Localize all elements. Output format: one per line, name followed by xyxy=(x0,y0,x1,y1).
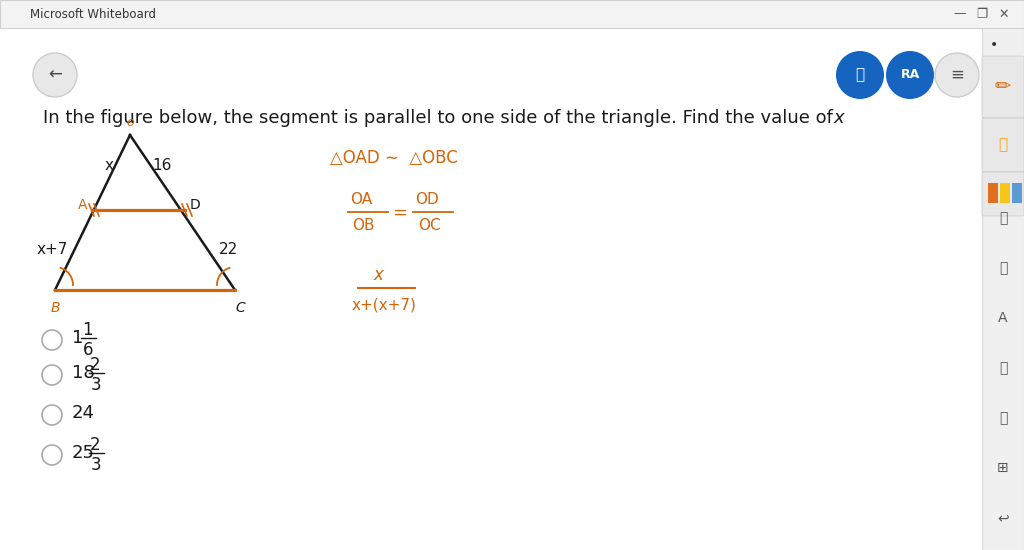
Text: =: = xyxy=(392,204,408,222)
Text: 25: 25 xyxy=(72,444,95,462)
Bar xyxy=(1012,183,1022,203)
Text: Microsoft Whiteboard: Microsoft Whiteboard xyxy=(30,8,156,20)
Circle shape xyxy=(935,53,979,97)
Text: ←: ← xyxy=(48,66,61,84)
Text: •: • xyxy=(990,38,998,52)
Text: 3: 3 xyxy=(91,376,101,394)
Circle shape xyxy=(886,51,934,99)
Text: 16: 16 xyxy=(153,157,172,173)
Text: x+7: x+7 xyxy=(36,243,68,257)
Bar xyxy=(1000,183,1010,203)
Text: 2: 2 xyxy=(90,436,100,454)
Text: 6: 6 xyxy=(83,341,93,359)
Text: 🔊: 🔊 xyxy=(998,138,1008,152)
Circle shape xyxy=(42,365,62,385)
Text: 🖼: 🖼 xyxy=(998,411,1008,425)
Text: In the figure below, the segment is parallel to one side of the triangle. Find t: In the figure below, the segment is para… xyxy=(43,109,839,127)
Text: OC: OC xyxy=(418,217,440,233)
Text: OA: OA xyxy=(350,192,372,207)
Text: ↩: ↩ xyxy=(997,511,1009,525)
Text: △OAD ∼  △OBC: △OAD ∼ △OBC xyxy=(330,149,458,167)
Text: ✕: ✕ xyxy=(998,8,1010,20)
Text: 3: 3 xyxy=(91,456,101,474)
Text: B: B xyxy=(50,301,59,315)
Circle shape xyxy=(42,445,62,465)
FancyBboxPatch shape xyxy=(982,56,1024,118)
Text: RA: RA xyxy=(900,69,920,81)
Text: x+(x+7): x+(x+7) xyxy=(352,298,417,312)
Circle shape xyxy=(836,51,884,99)
Text: ✏: ✏ xyxy=(994,78,1011,96)
Circle shape xyxy=(33,53,77,97)
Text: 18: 18 xyxy=(72,364,95,382)
Text: 2: 2 xyxy=(90,356,100,374)
Text: ≡: ≡ xyxy=(950,66,964,84)
Circle shape xyxy=(42,405,62,425)
Text: OB: OB xyxy=(352,217,375,233)
Text: 1: 1 xyxy=(72,329,83,347)
Text: o: o xyxy=(126,116,134,129)
Text: ❐: ❐ xyxy=(976,8,987,20)
FancyBboxPatch shape xyxy=(982,172,1024,216)
Text: OD: OD xyxy=(415,192,438,207)
Bar xyxy=(988,183,998,203)
Text: x: x xyxy=(833,109,844,127)
Text: 🔍: 🔍 xyxy=(998,261,1008,275)
Text: 1: 1 xyxy=(82,321,92,339)
Text: ⊞: ⊞ xyxy=(997,461,1009,475)
Text: A: A xyxy=(998,311,1008,325)
FancyBboxPatch shape xyxy=(982,118,1024,172)
Text: —: — xyxy=(953,8,967,20)
Bar xyxy=(0,0,1024,28)
Text: 👤: 👤 xyxy=(855,68,864,82)
Bar xyxy=(982,28,1024,550)
Text: 22: 22 xyxy=(218,243,238,257)
Text: D: D xyxy=(189,198,201,212)
Text: x: x xyxy=(104,157,114,173)
Text: ⬜: ⬜ xyxy=(998,361,1008,375)
Text: 24: 24 xyxy=(72,404,95,422)
Text: x: x xyxy=(373,266,383,284)
Text: A: A xyxy=(78,198,88,212)
Circle shape xyxy=(42,330,62,350)
Text: ⬜: ⬜ xyxy=(998,211,1008,225)
Text: C: C xyxy=(236,301,245,315)
